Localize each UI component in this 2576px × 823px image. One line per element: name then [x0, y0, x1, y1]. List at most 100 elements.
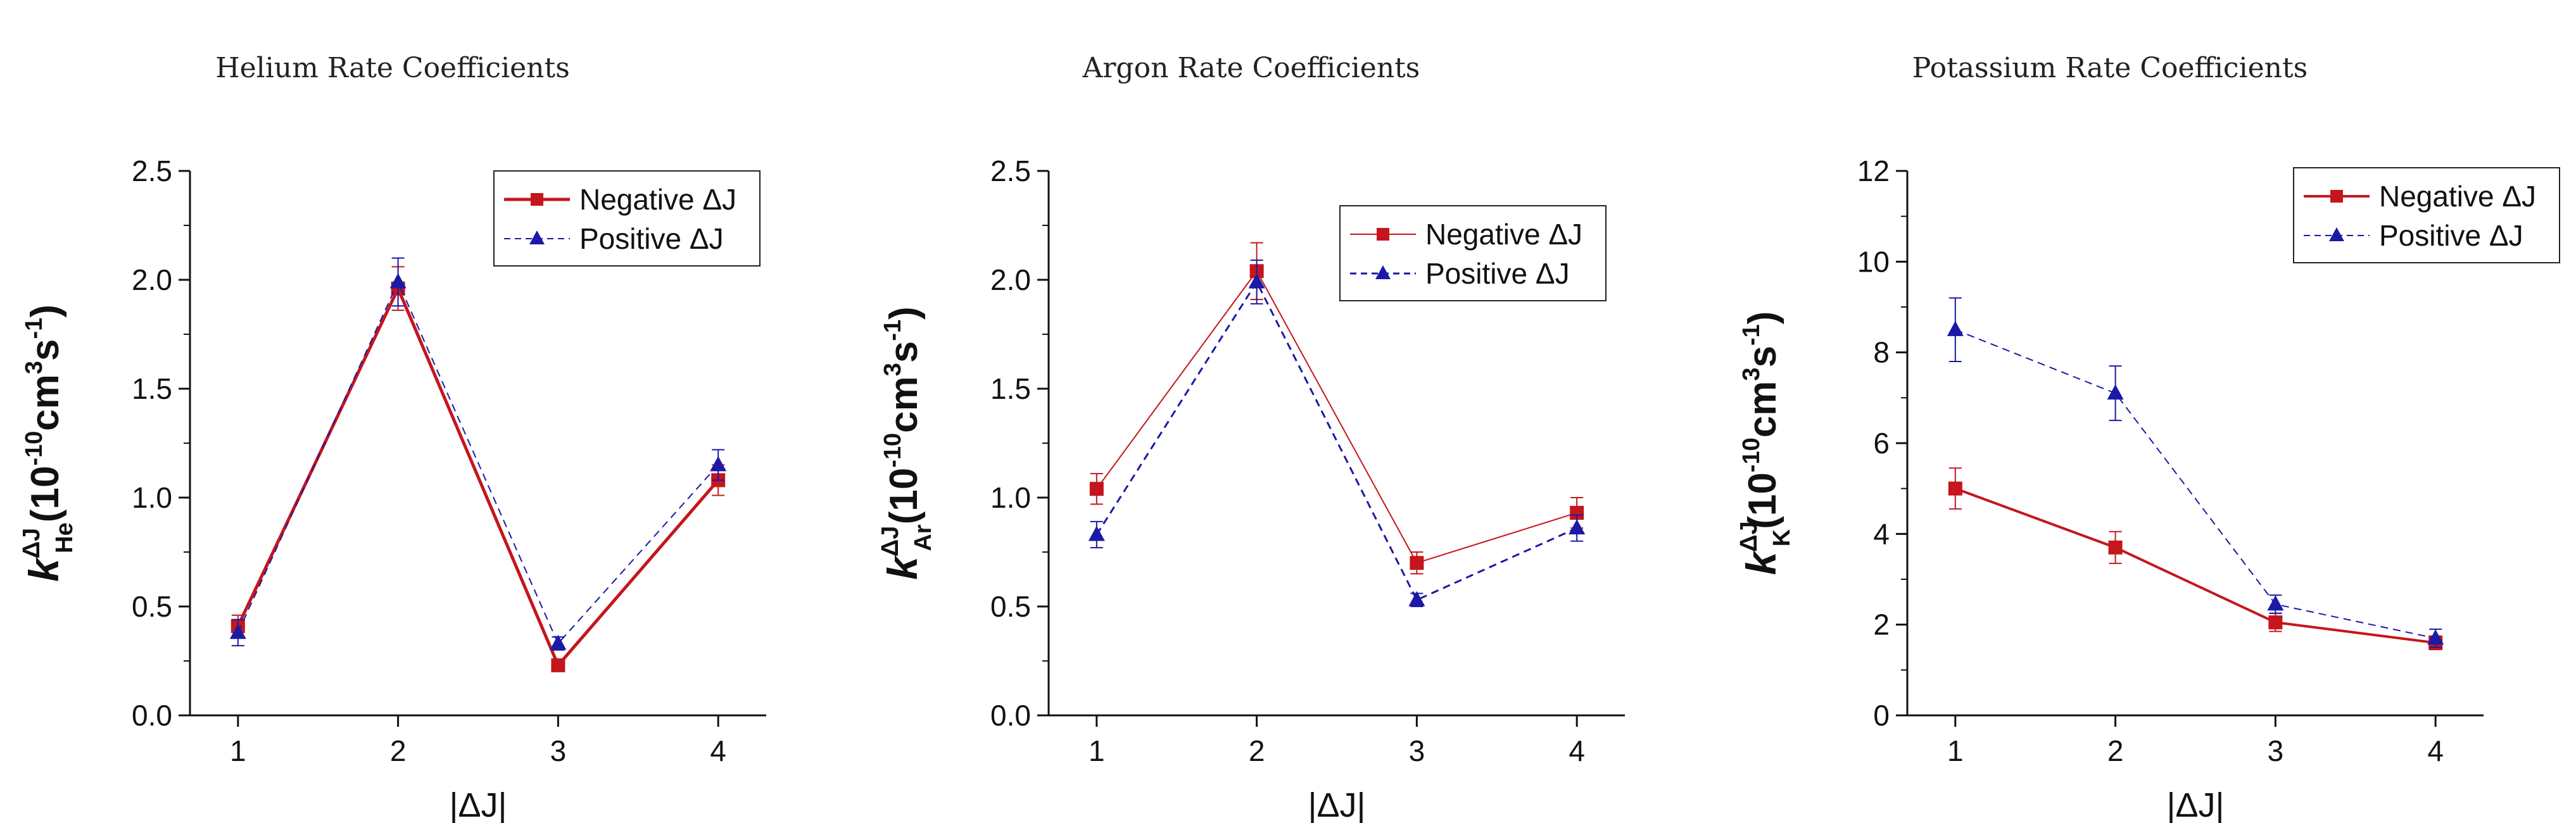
x-tick-label: 3	[1409, 734, 1425, 767]
y-tick-label: 0.0	[990, 699, 1031, 732]
legend-label-positive: Positive ΔJ	[1425, 257, 1570, 290]
data-point-triangle	[550, 634, 567, 650]
x-axis-label: |ΔJ|	[2166, 786, 2224, 823]
y-label-part-unit_s: s	[1741, 346, 1784, 367]
y-axis-label: kΔJ Ar(10-10cm3s-1)	[877, 306, 937, 580]
y-label-part-unit_exp2: 3	[1738, 368, 1765, 381]
data-point-square	[551, 658, 565, 672]
y-tick-label: 2.0	[132, 263, 172, 296]
x-tick-label: 2	[1249, 734, 1265, 767]
data-point-triangle	[2267, 595, 2284, 611]
x-tick-label: 4	[1569, 734, 1585, 767]
x-tick-label: 2	[390, 734, 407, 767]
data-point-triangle	[1947, 320, 1964, 336]
argon-chart: Argon Rate Coefficients 0.0 0.5 1.0 1.5 2.0 2.…	[877, 52, 1625, 823]
data-point-square	[1570, 506, 1584, 520]
y-label-part-unit_open: (10	[882, 468, 926, 525]
x-axis-label: |ΔJ|	[449, 786, 507, 823]
y-tick-label: 2.0	[990, 263, 1031, 296]
y-label-part-unit_close: )	[23, 305, 67, 318]
data-point-triangle	[2427, 629, 2444, 645]
series-line-negative	[1955, 487, 2436, 644]
y-tick-label: 0.5	[990, 590, 1031, 623]
y-label-part-unit_mid: cm	[882, 376, 926, 433]
data-point-triangle	[229, 624, 246, 639]
y-label-part-unit_exp3: -1	[21, 318, 47, 339]
y-tick-label: 2	[1873, 608, 1890, 641]
legend-box	[1339, 205, 1607, 301]
data-point-triangle	[1248, 273, 1265, 289]
legend-label-positive: Positive ΔJ	[579, 222, 724, 255]
y-label-part-unit_exp: -10	[21, 431, 47, 466]
y-tick-label: 0.5	[132, 590, 172, 623]
y-tick-label: 4	[1873, 517, 1890, 550]
y-tick-label: 12	[1857, 154, 1890, 187]
data-point-triangle	[1088, 525, 1105, 541]
y-label-part-unit_mid: cm	[1741, 381, 1784, 438]
y-label-part-sup: ΔJ	[1736, 521, 1762, 551]
legend-marker-square	[1377, 228, 1389, 241]
data-point-square	[1410, 556, 1424, 570]
legend-box	[493, 170, 761, 267]
x-tick-label: 3	[550, 734, 567, 767]
y-tick-label: 1.5	[990, 372, 1031, 405]
legend-box	[2293, 167, 2560, 263]
y-label-part-unit_s: s	[23, 339, 67, 360]
x-tick-label: 2	[2107, 734, 2124, 767]
y-tick-label: 2.5	[990, 154, 1031, 187]
series-line-positive	[237, 280, 719, 645]
y-axis-label-text: kΔJ He(10-10cm3s-1)	[18, 305, 78, 582]
y-label-part-sub: Ar	[910, 524, 937, 551]
y-label-part-k: k	[879, 555, 926, 580]
data-point-triangle	[1569, 519, 1586, 535]
x-tick-label: 4	[2427, 734, 2444, 767]
y-label-part-unit_open: (10	[23, 466, 67, 523]
y-label-part-unit_exp: -10	[1738, 437, 1765, 472]
data-point-triangle	[389, 273, 407, 289]
x-tick-label: 4	[710, 734, 726, 767]
potassium-chart-panel: Potassium Rate Coefficients 0 2 4 6 8 10 12 1 2 3 4…	[1717, 0, 2576, 823]
helium-chart-panel: Helium Rate Coefficients 0.0 0.5 1.0 1.5 2.0 2…	[0, 0, 859, 823]
y-tick-label: 6	[1873, 427, 1890, 460]
y-axis-label: kΔJ He(10-10cm3s-1)	[18, 305, 78, 582]
y-label-part-unit_close: )	[882, 306, 926, 320]
legend-label-negative: Negative ΔJ	[1425, 218, 1582, 251]
legend-marker-square	[531, 193, 543, 206]
series-line-positive	[1955, 329, 2436, 639]
data-point-triangle	[2107, 384, 2124, 400]
helium-chart: Helium Rate Coefficients 0.0 0.5 1.0 1.5 2.0 2…	[18, 52, 766, 823]
chart-title: Helium Rate Coefficients	[215, 52, 570, 84]
legend-marker-triangle	[529, 230, 545, 244]
y-label-part-unit_close: )	[1741, 311, 1784, 325]
y-tick-label: 0	[1873, 699, 1890, 732]
y-axis-label: kΔJ K(10-10cm3s-1)	[1736, 311, 1795, 575]
argon-chart-panel: Argon Rate Coefficients 0.0 0.5 1.0 1.5 2.0 2.…	[859, 0, 1717, 823]
y-tick-label: 0.0	[132, 699, 172, 732]
chart-title: Potassium Rate Coefficients	[1912, 52, 2308, 84]
y-axis-label-text: kΔJ Ar(10-10cm3s-1)	[877, 306, 937, 580]
legend-marker-triangle	[2329, 227, 2344, 241]
y-label-part-unit_exp2: 3	[880, 363, 906, 376]
y-label-part-sub: He	[51, 522, 78, 553]
y-label-part-k: k	[1738, 550, 1784, 575]
data-point-square	[2108, 540, 2123, 555]
y-label-part-unit_open: (10	[1741, 472, 1784, 529]
x-tick-label: 3	[2268, 734, 2284, 767]
y-label-part-sup: ΔJ	[18, 528, 45, 558]
series-line-positive	[1095, 280, 1577, 601]
y-label-part-unit_exp: -10	[880, 433, 906, 468]
data-point-triangle	[710, 456, 727, 472]
legend-label-positive: Positive ΔJ	[2379, 219, 2523, 252]
series-line-negative	[236, 284, 720, 669]
data-point-square	[1089, 482, 1104, 496]
y-label-part-unit_mid: cm	[23, 374, 67, 431]
legend-marker-triangle	[1375, 265, 1391, 279]
y-label-part-unit_exp2: 3	[21, 361, 47, 374]
y-tick-label: 1.0	[132, 481, 172, 514]
y-tick-label: 2.5	[132, 154, 172, 187]
legend-label-negative: Negative ΔJ	[2379, 180, 2536, 213]
y-label-part-k: k	[20, 556, 67, 582]
x-axis-label: |ΔJ|	[1308, 786, 1365, 823]
y-axis-label-text: kΔJ K(10-10cm3s-1)	[1736, 311, 1795, 575]
